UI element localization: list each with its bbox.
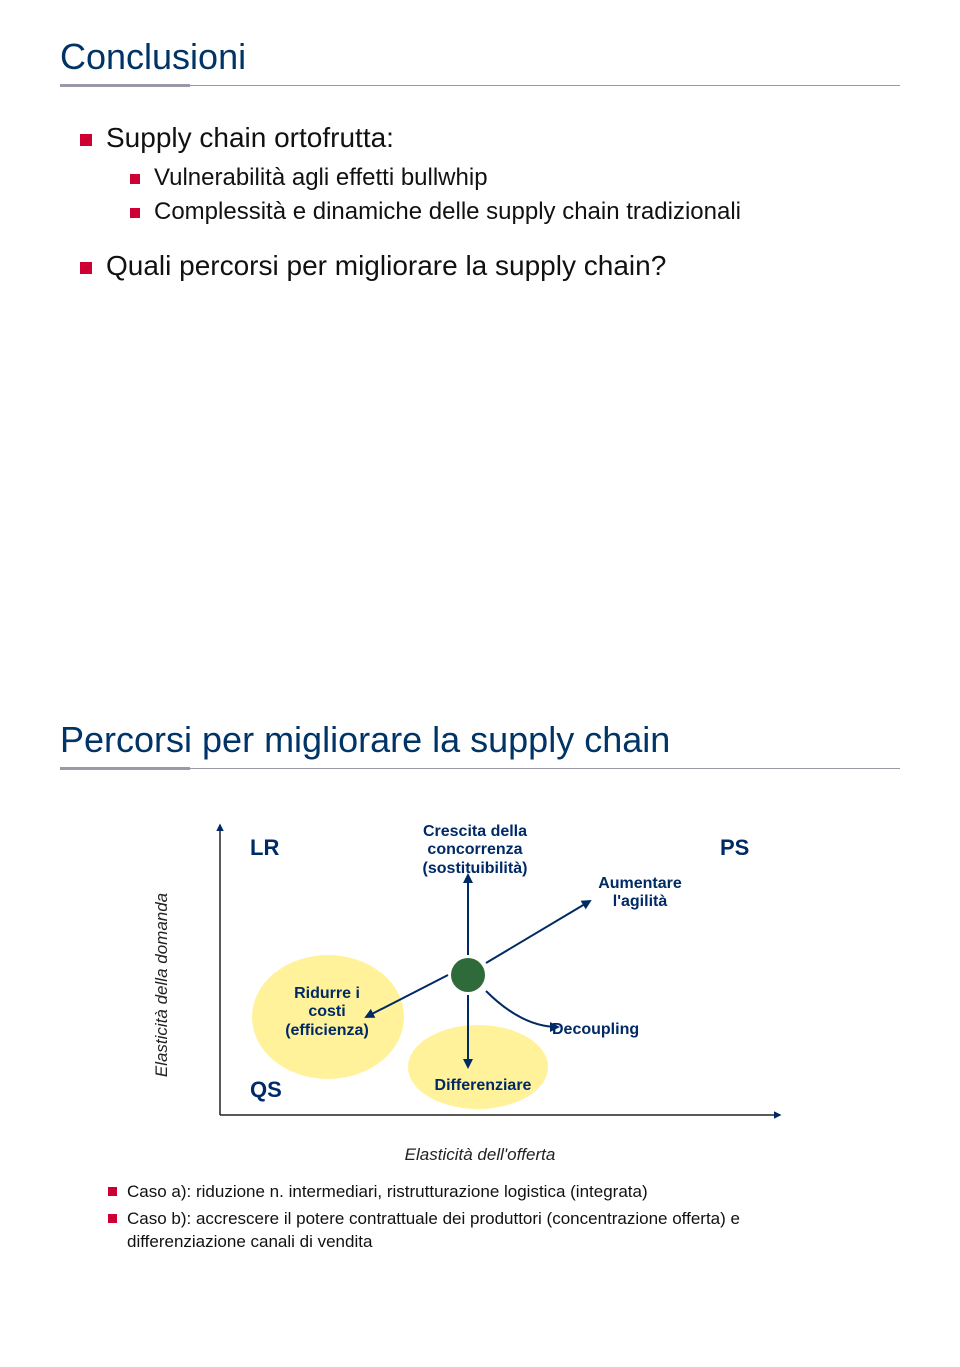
caption-text: Caso b): accrescere il potere contrattua…: [127, 1208, 860, 1254]
label-aumentare: Aumentarel'agilità: [580, 875, 700, 912]
bullet-text: Quali percorsi per migliorare la supply …: [106, 250, 666, 282]
bullet-icon: [80, 134, 92, 146]
slide-percorsi: Percorsi per migliorare la supply chain …: [0, 683, 960, 1366]
bullet-complessita: Complessità e dinamiche delle supply cha…: [130, 198, 900, 226]
bullet-icon: [80, 262, 92, 274]
title-underline: [60, 84, 900, 94]
bullet-icon: [130, 208, 140, 218]
slide-title: Percorsi per migliorare la supply chain: [60, 719, 900, 761]
y-axis-label: Elasticità della domanda: [152, 893, 172, 1077]
bullet-text: Supply chain ortofrutta:: [106, 122, 394, 154]
slide-conclusioni: Conclusioni Supply chain ortofrutta: Vul…: [0, 0, 960, 683]
bullet-text: Vulnerabilità agli effetti bullwhip: [154, 164, 488, 192]
bullet-icon: [108, 1214, 117, 1223]
caption-caso-b: Caso b): accrescere il potere contrattua…: [108, 1208, 860, 1254]
bullet-supply-chain: Supply chain ortofrutta:: [80, 122, 900, 154]
corner-ps: PS: [720, 835, 749, 860]
bullet-icon: [130, 174, 140, 184]
label-differenziare: Differenziare: [418, 1077, 548, 1095]
caption-list: Caso a): riduzione n. intermediari, rist…: [108, 1181, 860, 1254]
label-decoupling: Decoupling: [552, 1021, 639, 1039]
bullet-vulnerabilita: Vulnerabilità agli effetti bullwhip: [130, 164, 900, 192]
bullet-text: Complessità e dinamiche delle supply cha…: [154, 198, 741, 226]
caption-text: Caso a): riduzione n. intermediari, rist…: [127, 1181, 648, 1204]
title-underline: [60, 767, 900, 777]
corner-qs: QS: [250, 1077, 282, 1102]
bullet-icon: [108, 1187, 117, 1196]
x-axis-label: Elasticità dell'offerta: [405, 1145, 556, 1165]
label-ridurre: Ridurre icosti(efficienza): [272, 985, 382, 1040]
caption-caso-a: Caso a): riduzione n. intermediari, rist…: [108, 1181, 860, 1204]
slide-title: Conclusioni: [60, 36, 900, 78]
bullet-quali-percorsi: Quali percorsi per migliorare la supply …: [80, 250, 900, 282]
corner-lr: LR: [250, 835, 279, 860]
label-crescita: Crescita dellaconcorrenza(sostituibilità…: [400, 823, 550, 878]
quadrant-chart: Elasticità della domanda Elasticità dell…: [160, 805, 800, 1165]
